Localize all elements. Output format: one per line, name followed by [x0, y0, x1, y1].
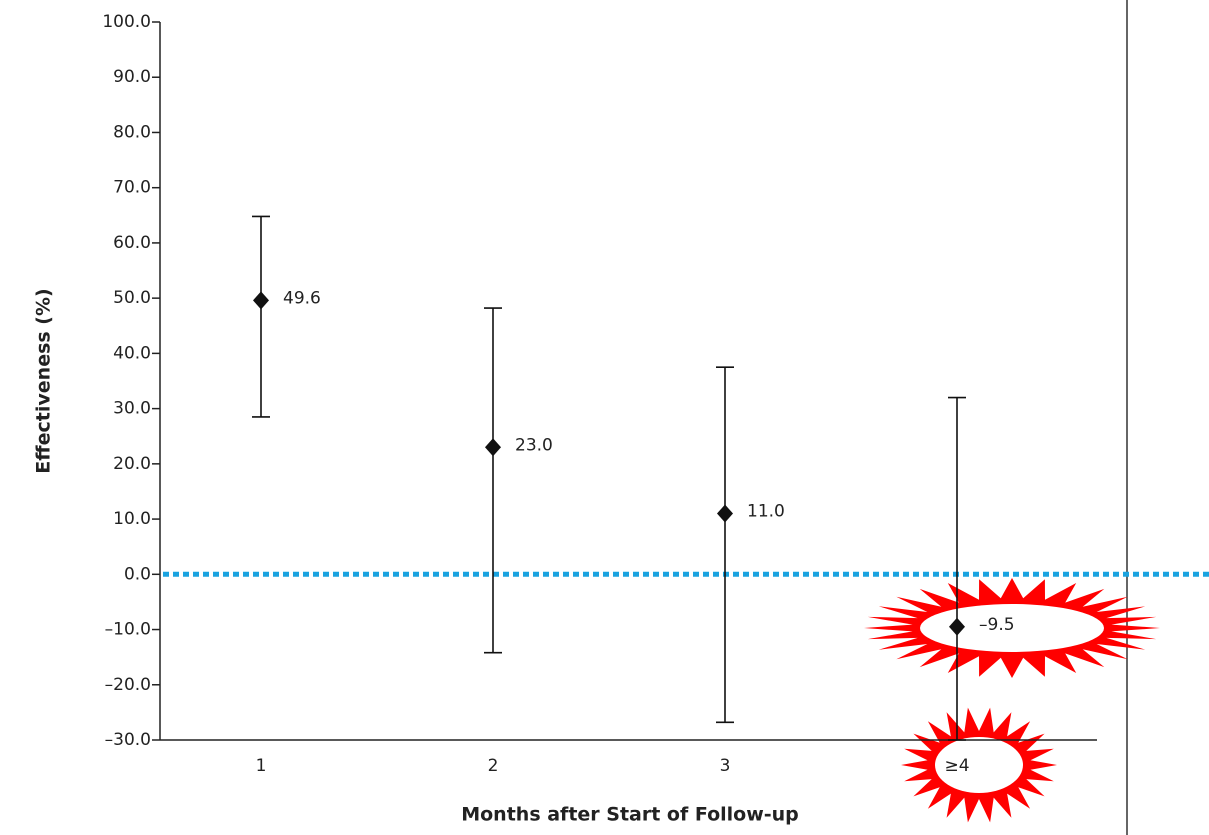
point	[949, 617, 965, 636]
y-tick-label: 20.0	[113, 454, 151, 474]
y-tick-label: 10.0	[113, 509, 151, 529]
value-label: –9.5	[979, 615, 1015, 635]
x-tick-label: 3	[720, 756, 731, 776]
y-tick-label: –30.0	[105, 730, 151, 750]
y-tick-label: 0.0	[124, 564, 151, 584]
x-tick-label: 1	[256, 756, 267, 776]
point	[253, 291, 269, 310]
y-tick-label: 80.0	[113, 122, 151, 142]
highlight-bursts	[864, 578, 1160, 823]
y-tick-label: 40.0	[113, 343, 151, 363]
y-tick-label: 70.0	[113, 178, 151, 198]
y-tick-label: 50.0	[113, 288, 151, 308]
y-tick-label: 90.0	[113, 67, 151, 87]
point	[717, 504, 733, 523]
y-tick-label: 60.0	[113, 233, 151, 253]
y-tick-label: 30.0	[113, 399, 151, 419]
x-axis-title: Months after Start of Follow-up	[461, 804, 799, 826]
value-label: 49.6	[283, 288, 321, 308]
starburst-center	[920, 604, 1104, 652]
y-tick-label: –10.0	[105, 620, 151, 640]
y-tick-label: 100.0	[102, 12, 151, 32]
starburst-center	[935, 737, 1023, 793]
value-label: 23.0	[515, 435, 553, 455]
y-tick-label: –20.0	[105, 675, 151, 695]
y-axis-title: Effectiveness (%)	[33, 288, 55, 473]
x-tick-label: ≥4	[944, 756, 969, 776]
point	[485, 438, 501, 457]
x-tick-label: 2	[488, 756, 499, 776]
value-label: 11.0	[747, 502, 785, 522]
